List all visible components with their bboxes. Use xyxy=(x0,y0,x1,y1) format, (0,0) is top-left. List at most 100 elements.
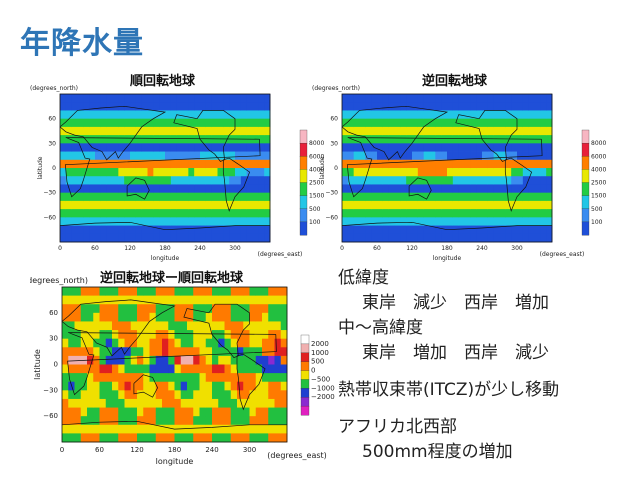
heatmap-cell xyxy=(365,233,372,243)
heatmap-cell xyxy=(62,416,69,426)
heatmap-cell xyxy=(71,143,78,152)
heatmap-cell xyxy=(218,312,225,322)
heatmap-cell xyxy=(187,381,194,391)
heatmap-cell xyxy=(188,168,195,177)
heatmap-cell xyxy=(118,321,125,331)
heatmap-cell xyxy=(93,390,100,400)
y-tick-label: 30 xyxy=(330,140,338,147)
heatmap-cell xyxy=(487,209,495,218)
heatmap-cell xyxy=(62,381,69,391)
heatmap-cell xyxy=(80,433,88,443)
heatmap-cell xyxy=(223,192,230,202)
heatmap-cell xyxy=(87,347,94,357)
heatmap-cell xyxy=(487,159,495,169)
heatmap-cell xyxy=(546,94,553,103)
heatmap-cell xyxy=(280,390,288,400)
heatmap-cell xyxy=(60,225,67,235)
heatmap-cell xyxy=(143,304,150,314)
heatmap-cell xyxy=(229,233,236,243)
heatmap-cell xyxy=(200,217,207,226)
heatmap-cell xyxy=(499,94,506,103)
heatmap-cell xyxy=(106,159,113,169)
heatmap-cell xyxy=(83,135,90,144)
heatmap-cell xyxy=(155,330,163,340)
colorbar-swatch xyxy=(299,169,308,183)
heatmap-cell xyxy=(406,192,413,202)
heatmap-cell xyxy=(347,176,355,185)
heatmap-cell xyxy=(143,347,150,357)
heatmap-cell xyxy=(74,416,82,426)
heatmap-cell xyxy=(124,110,131,120)
heatmap-cell xyxy=(118,287,125,297)
heatmap-cell xyxy=(229,184,236,194)
heatmap-cell xyxy=(89,126,96,136)
heatmap-cell xyxy=(493,102,500,111)
heatmap-cell xyxy=(170,159,178,169)
x-axis-unit: (degrees_east) xyxy=(258,251,303,258)
heatmap-cell xyxy=(112,135,119,144)
heatmap-cell xyxy=(100,233,108,243)
colorbar-label: 100 xyxy=(309,219,321,226)
heatmap-cell xyxy=(546,118,553,128)
heatmap-cell xyxy=(452,217,460,226)
heatmap-cell xyxy=(188,143,195,152)
heatmap-cell xyxy=(274,433,282,443)
colorbar-label: 2500 xyxy=(591,180,606,187)
heatmap-cell xyxy=(137,390,144,400)
heatmap-cell xyxy=(441,126,448,136)
heatmap-cell xyxy=(240,209,248,218)
heatmap-cell xyxy=(353,118,360,128)
heatmap-cell xyxy=(262,295,269,305)
heatmap-cell xyxy=(153,151,160,161)
heatmap-cell xyxy=(130,321,138,331)
colorbar-label: 2000 xyxy=(311,340,329,348)
heatmap-cell xyxy=(237,381,244,391)
heatmap-cell xyxy=(394,192,401,202)
heatmap-cell xyxy=(162,347,169,357)
heatmap-cell xyxy=(435,143,442,152)
heatmap-cell xyxy=(255,338,263,348)
heatmap-cell xyxy=(99,381,107,391)
heatmap-cell xyxy=(240,151,248,161)
heatmap-cell xyxy=(249,390,257,400)
heatmap-cell xyxy=(141,225,148,235)
heatmap-cell xyxy=(400,110,407,120)
heatmap-cell xyxy=(482,168,489,177)
note-mid-lat: 中〜高緯度 xyxy=(338,318,423,338)
heatmap-cell xyxy=(255,381,263,391)
heatmap-cell xyxy=(205,233,213,243)
antarctica-coast xyxy=(59,221,270,231)
heatmap-cell xyxy=(342,143,349,152)
heatmap-cell xyxy=(137,287,144,297)
heatmap-cell xyxy=(441,209,448,218)
heatmap-cell xyxy=(95,151,102,161)
heatmap-cell xyxy=(130,304,138,314)
heatmap-cell xyxy=(252,200,259,210)
heatmap-cell xyxy=(218,398,225,408)
heatmap-cell xyxy=(105,330,113,340)
heatmap-cell xyxy=(505,151,512,161)
heatmap-cell xyxy=(199,390,207,400)
heatmap-cell xyxy=(400,184,407,194)
heatmap-cell xyxy=(493,184,500,194)
heatmap-cell xyxy=(71,192,78,202)
heatmap-cell xyxy=(124,330,132,340)
heatmap-cell xyxy=(447,209,454,218)
heatmap-cell xyxy=(470,200,477,210)
heatmap-cell xyxy=(522,151,530,161)
heatmap-cell xyxy=(135,233,143,243)
coastline xyxy=(59,105,270,231)
heatmap-cell xyxy=(394,135,401,144)
heatmap-cell xyxy=(243,304,250,314)
heatmap-cell xyxy=(417,159,425,169)
heatmap-cell xyxy=(252,225,259,235)
heatmap-cell xyxy=(388,233,395,243)
heatmap-cell xyxy=(540,225,547,235)
heatmap-cell xyxy=(237,398,244,408)
heatmap-cell xyxy=(464,143,471,152)
heatmap-cell xyxy=(240,94,248,103)
heatmap-cell xyxy=(487,192,495,202)
heatmap-cell xyxy=(540,102,547,111)
heatmap-cell xyxy=(199,407,207,417)
